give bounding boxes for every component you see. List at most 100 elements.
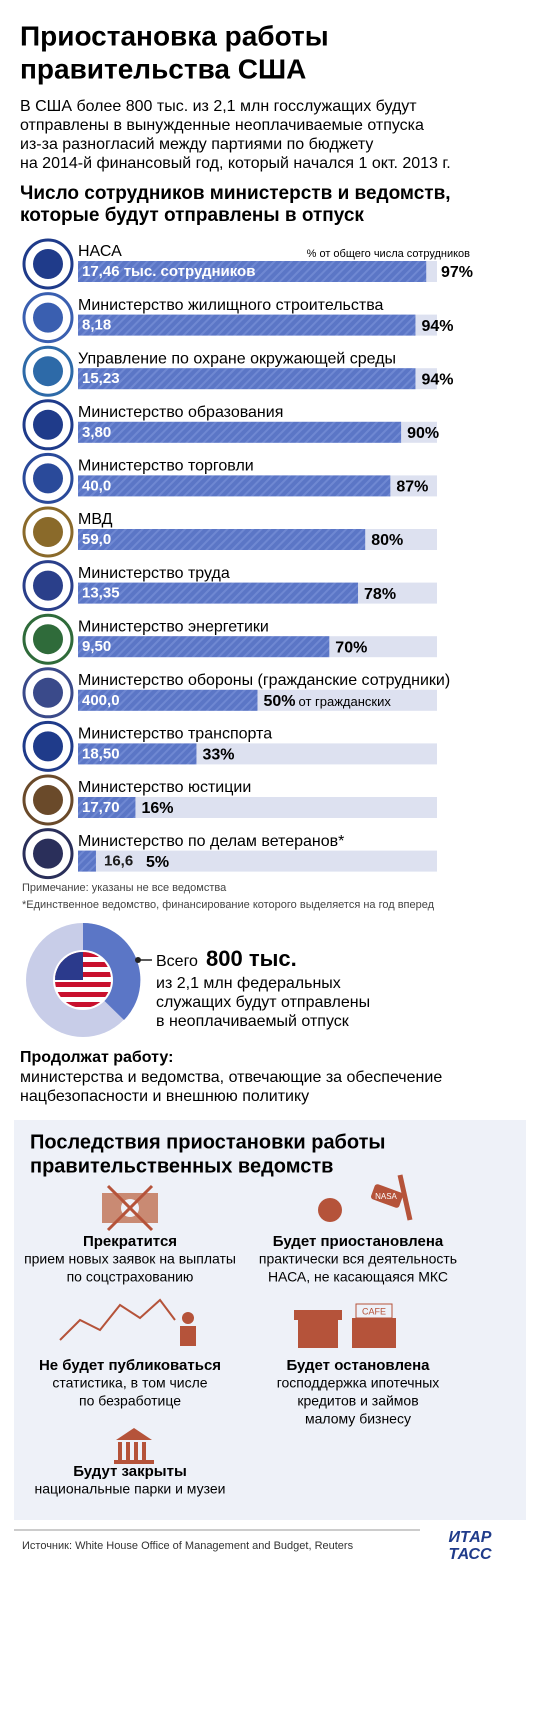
panel-title: Последствия приостановки работы [30,1131,386,1153]
consequence-text: кредитов и займов [297,1393,418,1409]
bar-chart: НАСА 17,46 тыс. сотрудников 97% Министерств… [22,238,473,880]
bar-track [78,797,437,818]
value-label: 33% [202,747,234,764]
count-label: 3,80 [82,424,111,441]
bar [78,582,359,604]
agency-logo-inner [33,517,63,547]
panel [14,1120,526,1520]
value-label: 16% [141,800,173,817]
icon-nasa: NASA [318,1174,413,1222]
icon-money [102,1184,158,1232]
agency-logo-inner [33,463,63,494]
donut [26,922,152,1037]
consequence-text: по безработице [79,1393,181,1409]
donut-text: в неоплачиваемый отпуск [156,1013,350,1030]
count-label: 16,6 [104,853,133,870]
consequence-text: НАСА, не касающаяся МКС [268,1269,448,1285]
panel-title: правительственных ведомств [30,1155,333,1177]
value-label: 94% [421,371,453,388]
continue-text: нацбезопасности и внешнюю политику [20,1088,309,1105]
annotation: от гражданских [299,694,392,709]
category-label: Министерство образования [78,404,283,421]
bar [78,475,391,497]
donut-text: служащих будут отправлены [156,994,370,1011]
count-label: 15,23 [82,370,120,387]
consequence-title: Прекратится [83,1233,177,1250]
count-label: 17,70 [82,799,120,816]
consequence-text: национальные парки и музеи [35,1481,226,1497]
agency-logo-inner [33,838,63,869]
count-label: 59,0 [82,531,111,548]
bar [78,261,427,282]
icon-business: CAFE [294,1303,396,1348]
chart-title: Число сотрудников министерств и ведомств… [20,183,451,204]
title: правительства США [20,53,306,84]
bar [78,689,258,711]
count-label: 9,50 [82,638,111,655]
consequence-text: прием новых заявок на выплаты [24,1251,236,1267]
consequence-title: Будет приостановлена [273,1233,444,1250]
icon-museum [114,1428,154,1464]
agency-logo-inner [33,356,63,387]
consequence-text: господдержка ипотечных [277,1375,440,1391]
category-label: Министерство труда [78,565,230,582]
donut-text: из 2,1 млн федеральных [156,975,341,992]
category-label: Министерство юстиции [78,779,251,796]
value-label: 50% [264,693,296,710]
count-label: 8,18 [82,317,111,334]
count-label: 17,46 тыс. сотрудников [82,263,255,280]
chart-title: которые будут отправлены в отпуск [20,205,364,226]
category-label: НАСА [78,243,122,260]
category-label: Министерство энергетики [78,618,269,635]
agency-logo-inner [33,409,63,440]
note: Примечание: указаны не все ведомства [22,882,227,894]
bar [78,743,197,765]
bar [78,797,136,818]
consequence-title: Будут закрыты [73,1463,187,1480]
category-label: Министерство по делам ветеранов* [78,833,344,850]
value-label: 78% [364,586,396,603]
agency-logo-inner [33,249,63,279]
continue-text: министерства и ведомства, отвечающие за … [20,1069,442,1086]
category-label: Министерство торговли [78,458,254,475]
agency-logo-inner [33,624,63,655]
source: Источник: White House Office of Manageme… [22,1540,354,1552]
bar [78,314,416,336]
icon-text: CAFE [362,1306,386,1316]
value-label: 87% [396,479,428,496]
us-flag [55,952,111,1008]
bar [78,636,330,658]
bar [78,421,402,443]
axis-label: % от общего числа сотрудников [307,248,471,260]
bar [78,850,96,872]
donut-lead: Всего [156,953,198,970]
category-label: МВД [78,511,113,528]
count-label: 18,50 [82,745,120,762]
category-label: Министерство жилищного строительства [78,297,384,314]
icon-text: NASA [375,1192,397,1201]
note: *Единственное ведомство, финансирование … [22,899,435,911]
value-label: 94% [421,318,453,335]
bar-track [78,850,437,872]
agency-logo-inner [33,677,63,708]
intro: отправлены в вынужденные неоплачиваемые … [20,117,424,134]
value-label: 70% [335,639,367,656]
leader-dot [135,957,141,963]
consequence-text: малому бизнесу [305,1411,411,1427]
logo: ТАСС [448,1546,491,1563]
count-label: 400,0 [82,692,120,709]
bar [78,368,416,390]
count-label: 13,35 [82,585,120,602]
title: Приостановка работы [20,20,329,51]
category-label: Управление по охране окружающей среды [78,350,396,367]
consequence-title: Не будет публиковаться [39,1357,221,1374]
value-label: 97% [441,264,473,281]
agency-logo-inner [33,302,63,333]
agency-logo-inner [33,785,63,815]
consequence-text: по соцстрахованию [67,1269,194,1285]
continue-title: Продолжат работу: [20,1049,173,1066]
icon-stats [59,1298,196,1346]
count-label: 40,0 [82,477,111,494]
